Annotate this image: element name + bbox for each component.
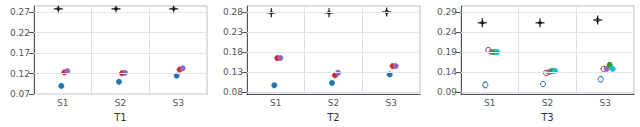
svg-text:S1: S1 [484,98,495,108]
svg-text:0.13: 0.13 [223,67,243,77]
svg-text:0.08: 0.08 [223,87,243,97]
svg-text:S3: S3 [599,98,610,108]
svg-text:S1: S1 [270,98,281,108]
svg-text:0.07: 0.07 [10,89,30,99]
svg-text:0.14: 0.14 [437,67,457,77]
svg-text:S2: S2 [542,98,553,108]
svg-text:S2: S2 [115,98,126,108]
svg-text:T1: T1 [113,112,126,123]
svg-text:0.09: 0.09 [437,87,457,97]
svg-text:0.27: 0.27 [10,7,30,17]
svg-text:0.24: 0.24 [437,27,457,37]
svg-text:0.22: 0.22 [10,28,30,38]
svg-text:S2: S2 [328,98,339,108]
svg-text:0.17: 0.17 [10,48,30,58]
svg-text:0.29: 0.29 [437,7,457,17]
svg-text:0.28: 0.28 [223,7,243,17]
svg-text:S3: S3 [385,98,396,108]
svg-text:0.23: 0.23 [223,27,243,37]
svg-text:S3: S3 [172,98,183,108]
svg-text:0.12: 0.12 [10,69,30,79]
svg-text:T2: T2 [326,112,339,123]
svg-text:0.19: 0.19 [437,47,457,57]
svg-text:T3: T3 [540,112,553,123]
svg-text:S1: S1 [57,98,68,108]
svg-text:0.18: 0.18 [223,47,243,57]
